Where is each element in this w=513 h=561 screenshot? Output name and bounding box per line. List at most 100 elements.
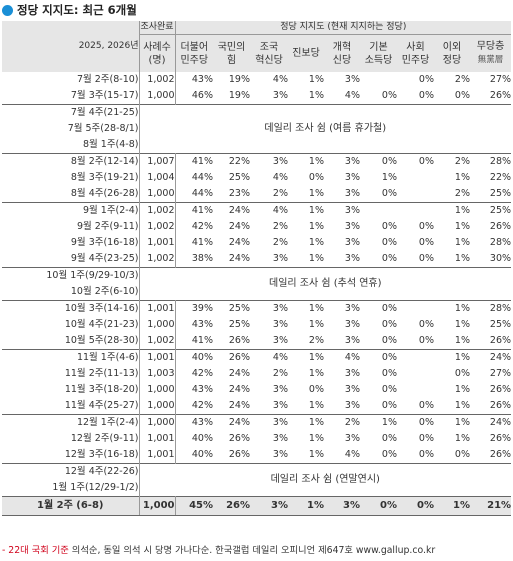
table-row: 12월 1주(2-4) 1,000 43% 24% 3% 1% 2% 1% 0% 1% 24%	[2, 414, 512, 431]
table-row: 8월 4주(26-28) 1,000 44% 23% 2% 1% 3% 0% 2% 25%	[2, 186, 511, 203]
period-cell: 12월 3주(16-18)	[2, 447, 140, 464]
value-cell: 27%	[489, 74, 512, 85]
value-cell: 1%	[434, 496, 470, 516]
value-cell: 21%	[470, 496, 512, 516]
value-cell: 42%	[191, 221, 213, 232]
value-cell: 43%	[191, 74, 213, 85]
party-group-header: 정당 지지도 (현재 지지하는 정당)	[175, 21, 512, 35]
value-cell: 1%	[308, 400, 324, 411]
value-cell: 1%	[454, 335, 470, 346]
value-cell: 41%	[175, 153, 213, 170]
value-cell: 26%	[489, 433, 512, 444]
period-cell: 8월 3주(19-21)	[2, 170, 140, 186]
party-header-ppp: 국민의 힘	[213, 34, 250, 72]
value-cell: 0%	[360, 300, 397, 317]
value-cell	[360, 202, 397, 219]
table-row: 8월 2주(12-14) 1,007 41% 22% 3% 1% 3% 0% 0% 2% 28%	[2, 153, 512, 170]
header-row-top: 2025, 2026년 조사완료 정당 지지도 (현재 지지하는 정당)	[2, 21, 512, 72]
period-cell: 12월 1주(2-4)	[2, 414, 140, 431]
value-cell: 3%	[250, 496, 288, 516]
period-cell: 7월 4주(21-25)	[2, 104, 140, 121]
sample-size-cell: 1,001	[139, 300, 176, 317]
value-cell: 38%	[191, 253, 213, 264]
value-cell: 3%	[344, 188, 360, 199]
period-cell: 9월 1주(2-4)	[2, 202, 140, 219]
sample-size-cell: 1,000	[139, 186, 176, 203]
period-cell: 12월 2주(9-11)	[2, 431, 140, 447]
value-cell: 25%	[489, 319, 512, 330]
table-row-break: 12월 4주(22-26) 데일리 조사 쉼 (연말연시)	[2, 463, 512, 497]
value-cell: 3%	[272, 449, 288, 460]
value-cell: 1%	[308, 319, 324, 330]
value-cell: 1%	[454, 253, 470, 264]
value-cell: 0%	[381, 221, 397, 232]
value-cell: 26%	[213, 349, 250, 366]
value-cell: 1%	[308, 449, 324, 460]
value-cell: 2%	[272, 237, 288, 248]
value-cell: 1%	[434, 414, 470, 431]
table-row: 12월 2주(9-11) 1,001 40% 26% 3% 1% 3% 0% 0% 1% 26%	[2, 431, 511, 447]
table-row-break: 7월 5주(28-8/1)	[2, 121, 511, 137]
period-cell: 10월 4주(21-23)	[2, 317, 140, 333]
value-cell: 1%	[454, 221, 470, 232]
value-cell: 26%	[489, 221, 512, 232]
value-cell: 4%	[344, 449, 360, 460]
survey-group-header: 조사완료	[139, 21, 176, 35]
value-cell: 4%	[272, 172, 288, 183]
table-row: 11월 4주(25-27) 1,000 42% 24% 3% 1% 3% 0% 0% 1% 26%	[2, 398, 511, 415]
survey-break-note: 데일리 조사 쉼 (추석 연휴)	[139, 267, 512, 301]
value-cell: 3%	[324, 202, 360, 219]
value-cell: 3%	[272, 433, 288, 444]
value-cell: 26%	[213, 496, 250, 516]
footer-highlight: - 22대 국회 기준	[2, 545, 69, 556]
party-header-social-democratic: 사회 민주당	[397, 34, 434, 72]
value-cell: 2%	[272, 221, 288, 232]
party-header-rebuilding: 조국 혁신당	[250, 34, 288, 72]
value-cell: 2%	[272, 368, 288, 379]
value-cell: 4%	[250, 349, 288, 366]
value-cell: 24%	[228, 384, 250, 395]
value-cell: 1%	[454, 400, 470, 411]
value-cell: 0%	[381, 188, 397, 199]
value-cell: 25%	[489, 188, 512, 199]
value-cell: 1%	[308, 237, 324, 248]
value-cell: 2%	[454, 188, 470, 199]
value-cell: 46%	[191, 90, 213, 101]
value-cell: 0%	[418, 237, 434, 248]
value-cell: 26%	[228, 449, 250, 460]
table-row: 10월 4주(21-23) 1,000 43% 25% 3% 1% 3% 0% 0% 1% 25%	[2, 317, 511, 333]
period-cell: 9월 2주(9-11)	[2, 219, 140, 235]
value-cell: 1%	[288, 202, 324, 219]
footer-note: - 22대 국회 기준 의석순, 동일 의석 시 당명 가나다순. 한국갤럽 데…	[2, 542, 435, 556]
value-cell: 4%	[344, 90, 360, 101]
value-cell: 1%	[308, 253, 324, 264]
sample-size-cell: 1,000	[139, 317, 176, 333]
period-cell: 10월 1주(9/29-10/3)	[2, 267, 140, 284]
value-cell: 25%	[213, 300, 250, 317]
value-cell: 0%	[418, 253, 434, 264]
value-cell: 1%	[308, 90, 324, 101]
period-cell: 1월 1주(12/29-1/2)	[2, 480, 140, 497]
table-row: 10월 3주(14-16) 1,001 39% 25% 3% 1% 3% 0% 1% 28%	[2, 300, 512, 317]
value-cell: 3%	[344, 172, 360, 183]
value-cell: 24%	[213, 414, 250, 431]
value-cell: 40%	[191, 433, 213, 444]
period-cell: 11월 3주(18-20)	[2, 382, 140, 398]
table-row-break: 10월 1주(9/29-10/3) 데일리 조사 쉼 (추석 연휴)	[2, 267, 512, 301]
value-cell: 44%	[191, 188, 213, 199]
value-cell: 1%	[308, 221, 324, 232]
value-cell: 0%	[418, 74, 434, 85]
sample-size-cell: 1,000	[139, 382, 176, 398]
value-cell: 3%	[344, 319, 360, 330]
value-cell: 0%	[381, 253, 397, 264]
value-cell: 0%	[381, 400, 397, 411]
value-cell: 2%	[324, 414, 360, 431]
table-row: 7월 2주(8-10) 1,002 43% 19% 4% 1% 3% 0% 2% 27%	[2, 72, 511, 88]
value-cell: 3%	[344, 384, 360, 395]
value-cell: 0%	[381, 433, 397, 444]
value-cell: 4%	[272, 74, 288, 85]
value-cell: 1%	[454, 319, 470, 330]
period-cell: 10월 5주(28-30)	[2, 333, 140, 350]
table-row: 9월 2주(9-11) 1,002 42% 24% 2% 1% 3% 0% 0% 1% 26%	[2, 219, 511, 235]
period-cell: 11월 4주(25-27)	[2, 398, 140, 415]
